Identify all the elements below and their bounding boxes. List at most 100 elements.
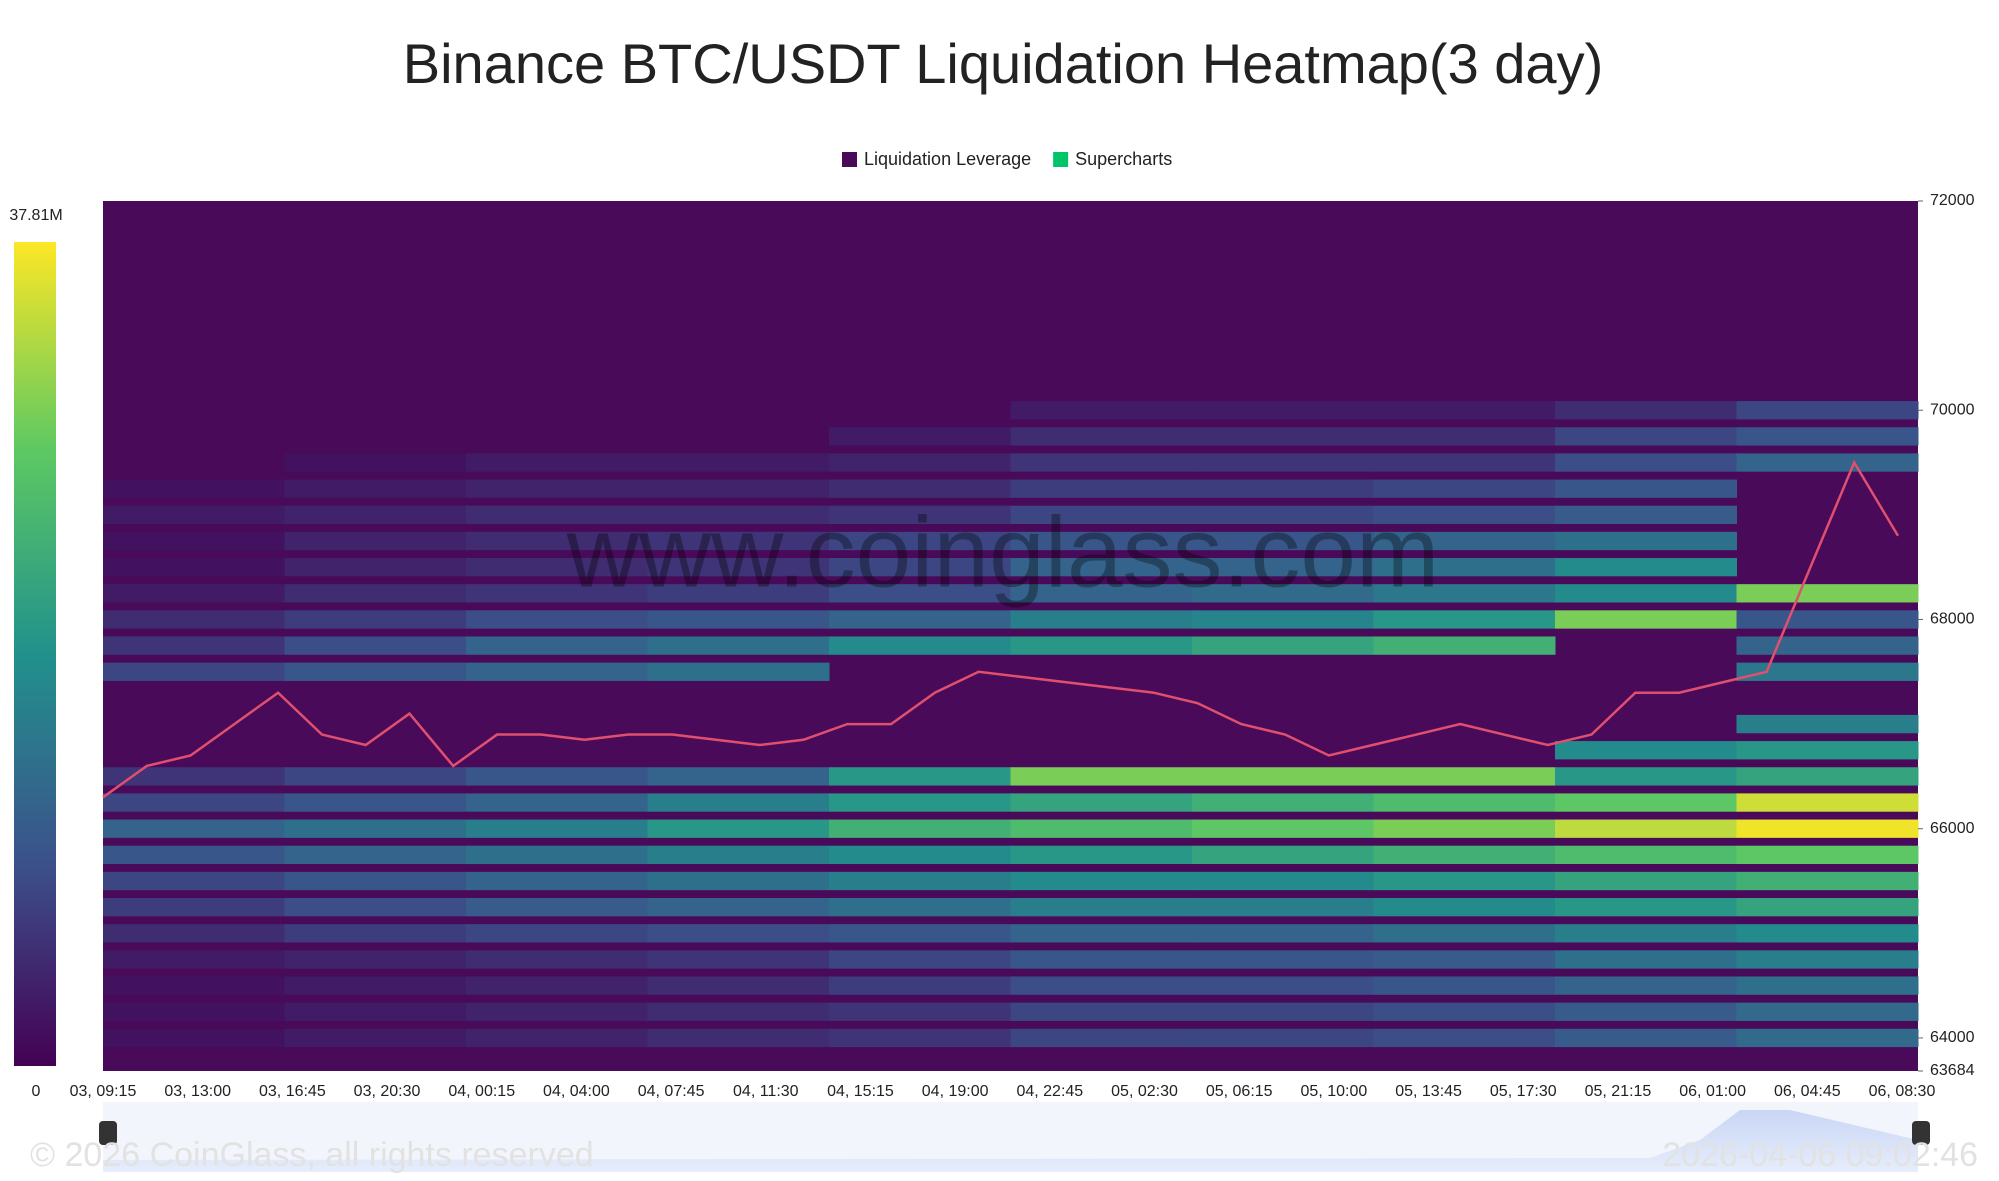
heat-cell: [466, 1028, 648, 1048]
heat-cell: [829, 636, 1011, 655]
heat-cell: [647, 871, 830, 891]
heat-cell: [1555, 924, 1737, 943]
heat-cell: [1373, 1028, 1556, 1048]
heat-cell: [466, 819, 648, 838]
heat-cell: [1010, 584, 1193, 603]
heat-cell: [1010, 767, 1193, 786]
heat-cell: [1373, 505, 1556, 525]
heat-cell: [103, 819, 285, 838]
heat-cell: [647, 819, 830, 838]
y-tick-label: 63684: [1930, 1062, 1975, 1079]
heat-cell: [1010, 1002, 1193, 1021]
heat-cell: [1736, 662, 1919, 681]
x-tick-label: 05, 02:30: [1111, 1083, 1178, 1100]
heat-cell: [103, 636, 285, 655]
y-tick-label: 64000: [1930, 1029, 1975, 1046]
x-tick-label: 04, 11:30: [733, 1083, 799, 1100]
heat-cell: [1555, 819, 1737, 838]
x-tick-label: 06, 08:30: [1869, 1083, 1936, 1100]
heat-cell: [1373, 871, 1556, 891]
heat-cell: [103, 950, 285, 969]
heat-cell: [1192, 976, 1374, 995]
heat-cell: [466, 793, 648, 812]
heat-cell: [1192, 558, 1374, 577]
heat-cell: [647, 531, 830, 551]
heat-cell: [1555, 1002, 1737, 1021]
heat-cell: [284, 845, 467, 865]
slider-handle[interactable]: [1912, 1121, 1930, 1145]
heat-cell: [1736, 1002, 1919, 1021]
heat-cell: [1192, 479, 1374, 498]
heat-cell: [647, 479, 830, 498]
x-tick-label: 04, 19:00: [922, 1083, 989, 1100]
y-tick-label: 72000: [1930, 192, 1975, 209]
heat-cell: [103, 479, 285, 498]
heatmap: [102, 201, 1919, 1071]
heat-cell: [1010, 1028, 1193, 1048]
heat-cell: [1010, 950, 1193, 969]
heat-cell: [647, 767, 830, 786]
legend-swatch: [1053, 152, 1069, 167]
heat-cell: [1010, 610, 1193, 629]
y-tick-label: 70000: [1930, 401, 1975, 418]
x-tick-label: 04, 15:15: [827, 1083, 894, 1100]
heat-cell: [1373, 558, 1556, 577]
heat-cell: [466, 636, 648, 655]
heat-cell: [1192, 871, 1374, 891]
heat-cell: [1555, 505, 1737, 525]
heat-cell: [829, 1028, 1011, 1048]
y-tick-label: 66000: [1930, 820, 1975, 837]
heat-cell: [1736, 976, 1919, 995]
heat-cell: [1373, 453, 1556, 472]
heat-cell: [1555, 767, 1737, 786]
heat-cell: [1373, 1002, 1556, 1021]
heat-cell: [1736, 584, 1919, 603]
x-tick-label: 04, 22:45: [1016, 1083, 1083, 1100]
heat-cell: [103, 767, 285, 786]
heat-cell: [466, 531, 648, 551]
heat-cell: [103, 531, 285, 551]
heat-cell: [1010, 636, 1193, 655]
heat-cell: [829, 610, 1011, 629]
heat-cell: [466, 558, 648, 577]
heat-cell: [1555, 845, 1737, 865]
heat-cell: [284, 662, 467, 681]
heat-cell: [1192, 584, 1374, 603]
heat-cell: [647, 793, 830, 812]
heat-cell: [1736, 924, 1919, 943]
heat-cell: [1010, 531, 1193, 551]
heat-cell: [1010, 427, 1193, 446]
heat-cell: [1736, 610, 1919, 629]
heat-cell: [103, 898, 285, 917]
heat-cell: [1010, 479, 1193, 498]
heat-cell: [103, 1002, 285, 1021]
heat-cell: [1010, 924, 1193, 943]
heat-cell: [1373, 898, 1556, 917]
heat-cell: [1192, 924, 1374, 943]
heat-cell: [1555, 401, 1737, 420]
heat-cell: [284, 1002, 467, 1021]
x-tick-label: 06, 04:45: [1774, 1083, 1841, 1100]
heat-cell: [284, 871, 467, 891]
heat-cell: [466, 1002, 648, 1021]
heat-cell: [284, 610, 467, 629]
heat-cell: [284, 505, 467, 525]
heat-cell: [829, 505, 1011, 525]
heat-cell: [1736, 741, 1919, 760]
heat-cell: [1192, 636, 1374, 655]
heat-cell: [829, 924, 1011, 943]
slider-handle[interactable]: [99, 1121, 117, 1145]
heat-cell: [1736, 401, 1919, 420]
heat-cell: [829, 427, 1011, 446]
heat-cell: [1736, 636, 1919, 655]
heat-cell: [1373, 584, 1556, 603]
x-tick-label: 03, 20:30: [354, 1083, 421, 1100]
x-tick-label: 03, 13:00: [164, 1083, 231, 1100]
heat-cell: [1373, 610, 1556, 629]
heat-cell: [1555, 427, 1737, 446]
x-tick-label: 03, 16:45: [259, 1083, 326, 1100]
heat-cell: [1192, 453, 1374, 472]
heat-cell: [1192, 1028, 1374, 1048]
heat-cell: [284, 898, 467, 917]
heat-cell: [466, 584, 648, 603]
